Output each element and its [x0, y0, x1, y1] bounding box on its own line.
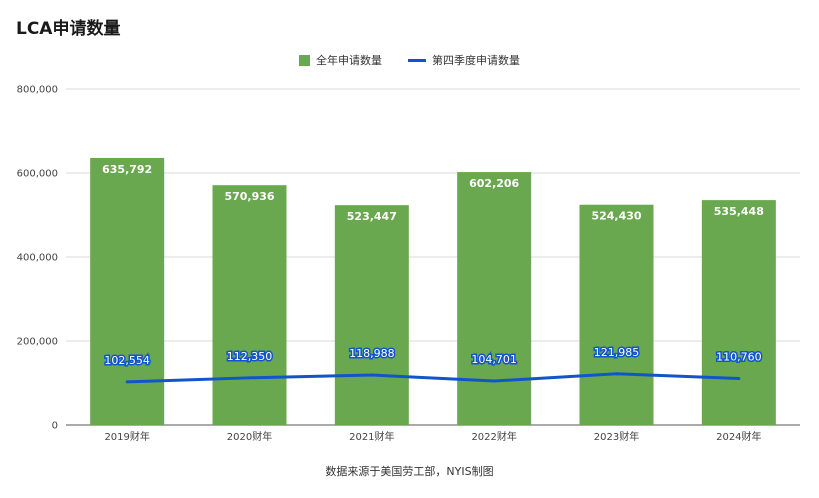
line-point: [248, 376, 251, 380]
chart-title: LCA申请数量: [16, 19, 121, 39]
y-tick-label: 200,000: [17, 337, 58, 348]
x-tick-label: 2019财年: [104, 430, 149, 443]
bar-value-label: 523,447: [347, 210, 397, 223]
bar: [90, 157, 165, 426]
line-value-label: 110,760: [716, 350, 762, 363]
line-point: [737, 376, 741, 380]
x-tick-label: 2023财年: [594, 430, 639, 443]
bar-value-label: 535,448: [714, 205, 764, 218]
line-value-label: 112,350: [227, 350, 273, 363]
line-point: [370, 373, 374, 377]
bar-value-label: 524,430: [591, 210, 641, 223]
legend-line-swatch: [408, 58, 426, 62]
legend-item-line: 第四季度申请数量: [408, 52, 520, 68]
q4-line: [127, 372, 739, 384]
bar-value-label: 570,936: [224, 190, 274, 203]
y-tick-label: 0: [52, 421, 58, 432]
bar: [457, 172, 532, 425]
legend: 全年申请数量 第四季度申请数量: [0, 52, 819, 68]
bar: [334, 205, 409, 425]
bar-value-label: 635,792: [102, 163, 152, 176]
bar-value-label: 602,206: [469, 177, 519, 190]
line-value-label: 121,985: [594, 346, 640, 359]
bar: [701, 200, 776, 425]
bar: [212, 185, 287, 425]
legend-bar-swatch: [299, 54, 310, 66]
legend-item-bars: 全年申请数量: [299, 52, 382, 68]
line-value-label: 102,554: [104, 354, 150, 367]
legend-bars-label: 全年申请数量: [316, 54, 382, 67]
line-point: [492, 379, 496, 383]
line-point: [125, 380, 129, 384]
x-tick-label: 2024财年: [716, 430, 761, 443]
bar: [579, 204, 654, 425]
x-tick-label: 2020财年: [227, 430, 272, 443]
legend-line-label: 第四季度申请数量: [432, 54, 520, 67]
line-value-label: 118,988: [349, 347, 395, 360]
line-value-label: 104,701: [471, 353, 517, 366]
y-tick-label: 800,000: [17, 85, 58, 96]
source-note: 数据来源于美国劳工部，NYIS制图: [325, 465, 494, 478]
x-tick-label: 2021财年: [349, 430, 394, 443]
line-point: [615, 372, 618, 376]
x-tick-label: 2022财年: [471, 430, 516, 443]
y-tick-label: 400,000: [17, 253, 58, 264]
y-tick-label: 600,000: [17, 169, 58, 180]
